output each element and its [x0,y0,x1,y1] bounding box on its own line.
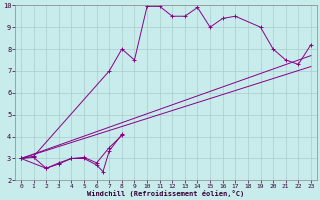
X-axis label: Windchill (Refroidissement éolien,°C): Windchill (Refroidissement éolien,°C) [87,190,244,197]
